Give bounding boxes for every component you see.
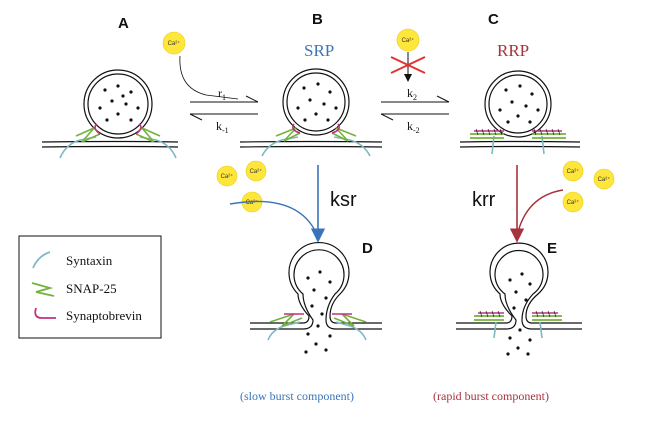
equilibrium-arrow-b-c (380, 95, 450, 121)
rrp-label: RRP (497, 41, 529, 60)
caption-slow-burst: (slow burst component) (240, 389, 354, 403)
rate-r1: r1 (218, 86, 226, 102)
calcium-path-slow (229, 200, 319, 238)
rate-krr: krr (472, 189, 496, 211)
legend: Syntaxin SNAP-25 Synaptobrevin (18, 235, 162, 339)
panel-label-d: D (362, 240, 373, 257)
calcium-ion-rapid-3: Ca²⁺ (562, 191, 584, 213)
svg-text:Syntaxin: Syntaxin (66, 253, 113, 268)
calcium-ion-slow-2: Ca²⁺ (245, 160, 267, 182)
vesicle-state-d (250, 241, 382, 354)
calcium-ion-rapid-1: Ca²⁺ (562, 160, 584, 182)
legend-snap25: SNAP-25 (31, 281, 117, 297)
svg-text:Ca²⁺: Ca²⁺ (402, 37, 415, 44)
svg-text:Ca²⁺: Ca²⁺ (598, 176, 611, 183)
rate-ksr: ksr (330, 189, 357, 211)
legend-synaptobrevin: Synaptobrevin (34, 307, 142, 323)
srp-label: SRP (304, 41, 334, 60)
calcium-ion-slow-1: Ca²⁺ (216, 165, 238, 187)
svg-text:Ca²⁺: Ca²⁺ (246, 199, 259, 206)
rate-k-minus-1: k-1 (216, 119, 229, 135)
svg-text:Ca²⁺: Ca²⁺ (168, 40, 181, 47)
calcium-path-a-to-b (179, 55, 239, 100)
calcium-ion-rapid-2: Ca²⁺ (593, 168, 615, 190)
panel-label-c: C (488, 11, 499, 28)
svg-text:Ca²⁺: Ca²⁺ (567, 199, 580, 206)
svg-text:SNAP-25: SNAP-25 (66, 281, 117, 296)
panel-label-e: E (547, 240, 557, 257)
rate-k-minus-2: k-2 (407, 119, 420, 135)
rate-k2: k2 (407, 86, 417, 102)
vesicle-state-b (239, 68, 383, 157)
panel-label-a: A (118, 15, 129, 32)
svg-text:Ca²⁺: Ca²⁺ (567, 168, 580, 175)
legend-syntaxin: Syntaxin (32, 251, 113, 269)
calcium-path-rapid (516, 189, 564, 237)
panel-label-b: B (312, 11, 323, 28)
equilibrium-arrow-a-b (189, 95, 259, 121)
block-x-icon (390, 56, 426, 74)
svg-text:Ca²⁺: Ca²⁺ (250, 168, 263, 175)
vesicle-state-a (41, 69, 179, 159)
calcium-ion-blocked: Ca²⁺ (396, 28, 420, 52)
svg-text:Ca²⁺: Ca²⁺ (221, 173, 234, 180)
vesicle-state-e (456, 242, 582, 356)
svg-text:Synaptobrevin: Synaptobrevin (66, 308, 142, 323)
calcium-ion-top-left: Ca²⁺ (162, 31, 186, 55)
caption-rapid-burst: (rapid burst component) (433, 389, 549, 403)
vesicle-state-c (459, 70, 581, 155)
